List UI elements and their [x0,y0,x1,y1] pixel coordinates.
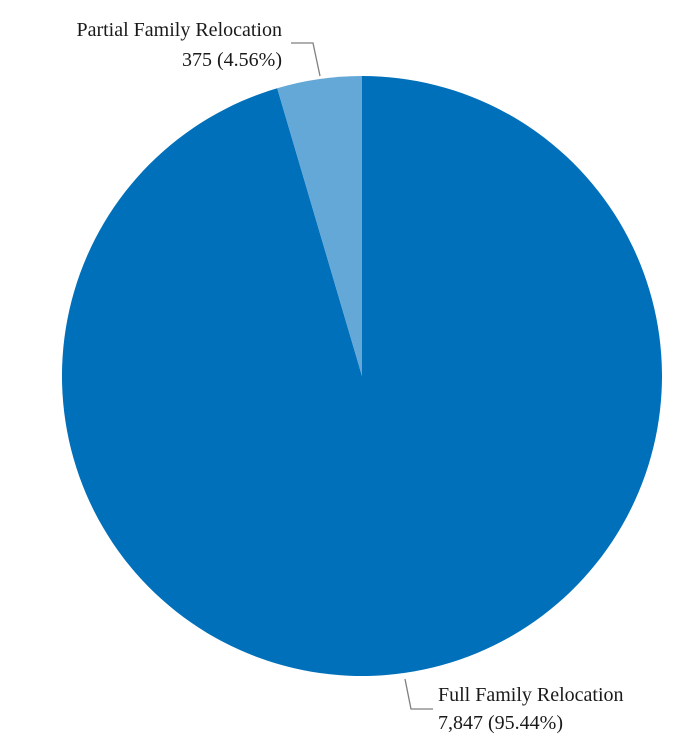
leader-line-partial [291,42,321,77]
leader-line-full [404,678,433,710]
pie-slice-full-family-relocation [61,76,662,676]
slice-label-partial-name: Partial Family Relocation [76,19,282,41]
slice-label-full-name: Full Family Relocation [438,684,624,706]
pie-slices [61,76,662,676]
slice-label-full-value: 7,847 (95.44%) [438,712,563,734]
pie-slice-partial-family-relocation [277,76,362,376]
slice-label-partial-value: 375 (4.56%) [182,49,282,71]
